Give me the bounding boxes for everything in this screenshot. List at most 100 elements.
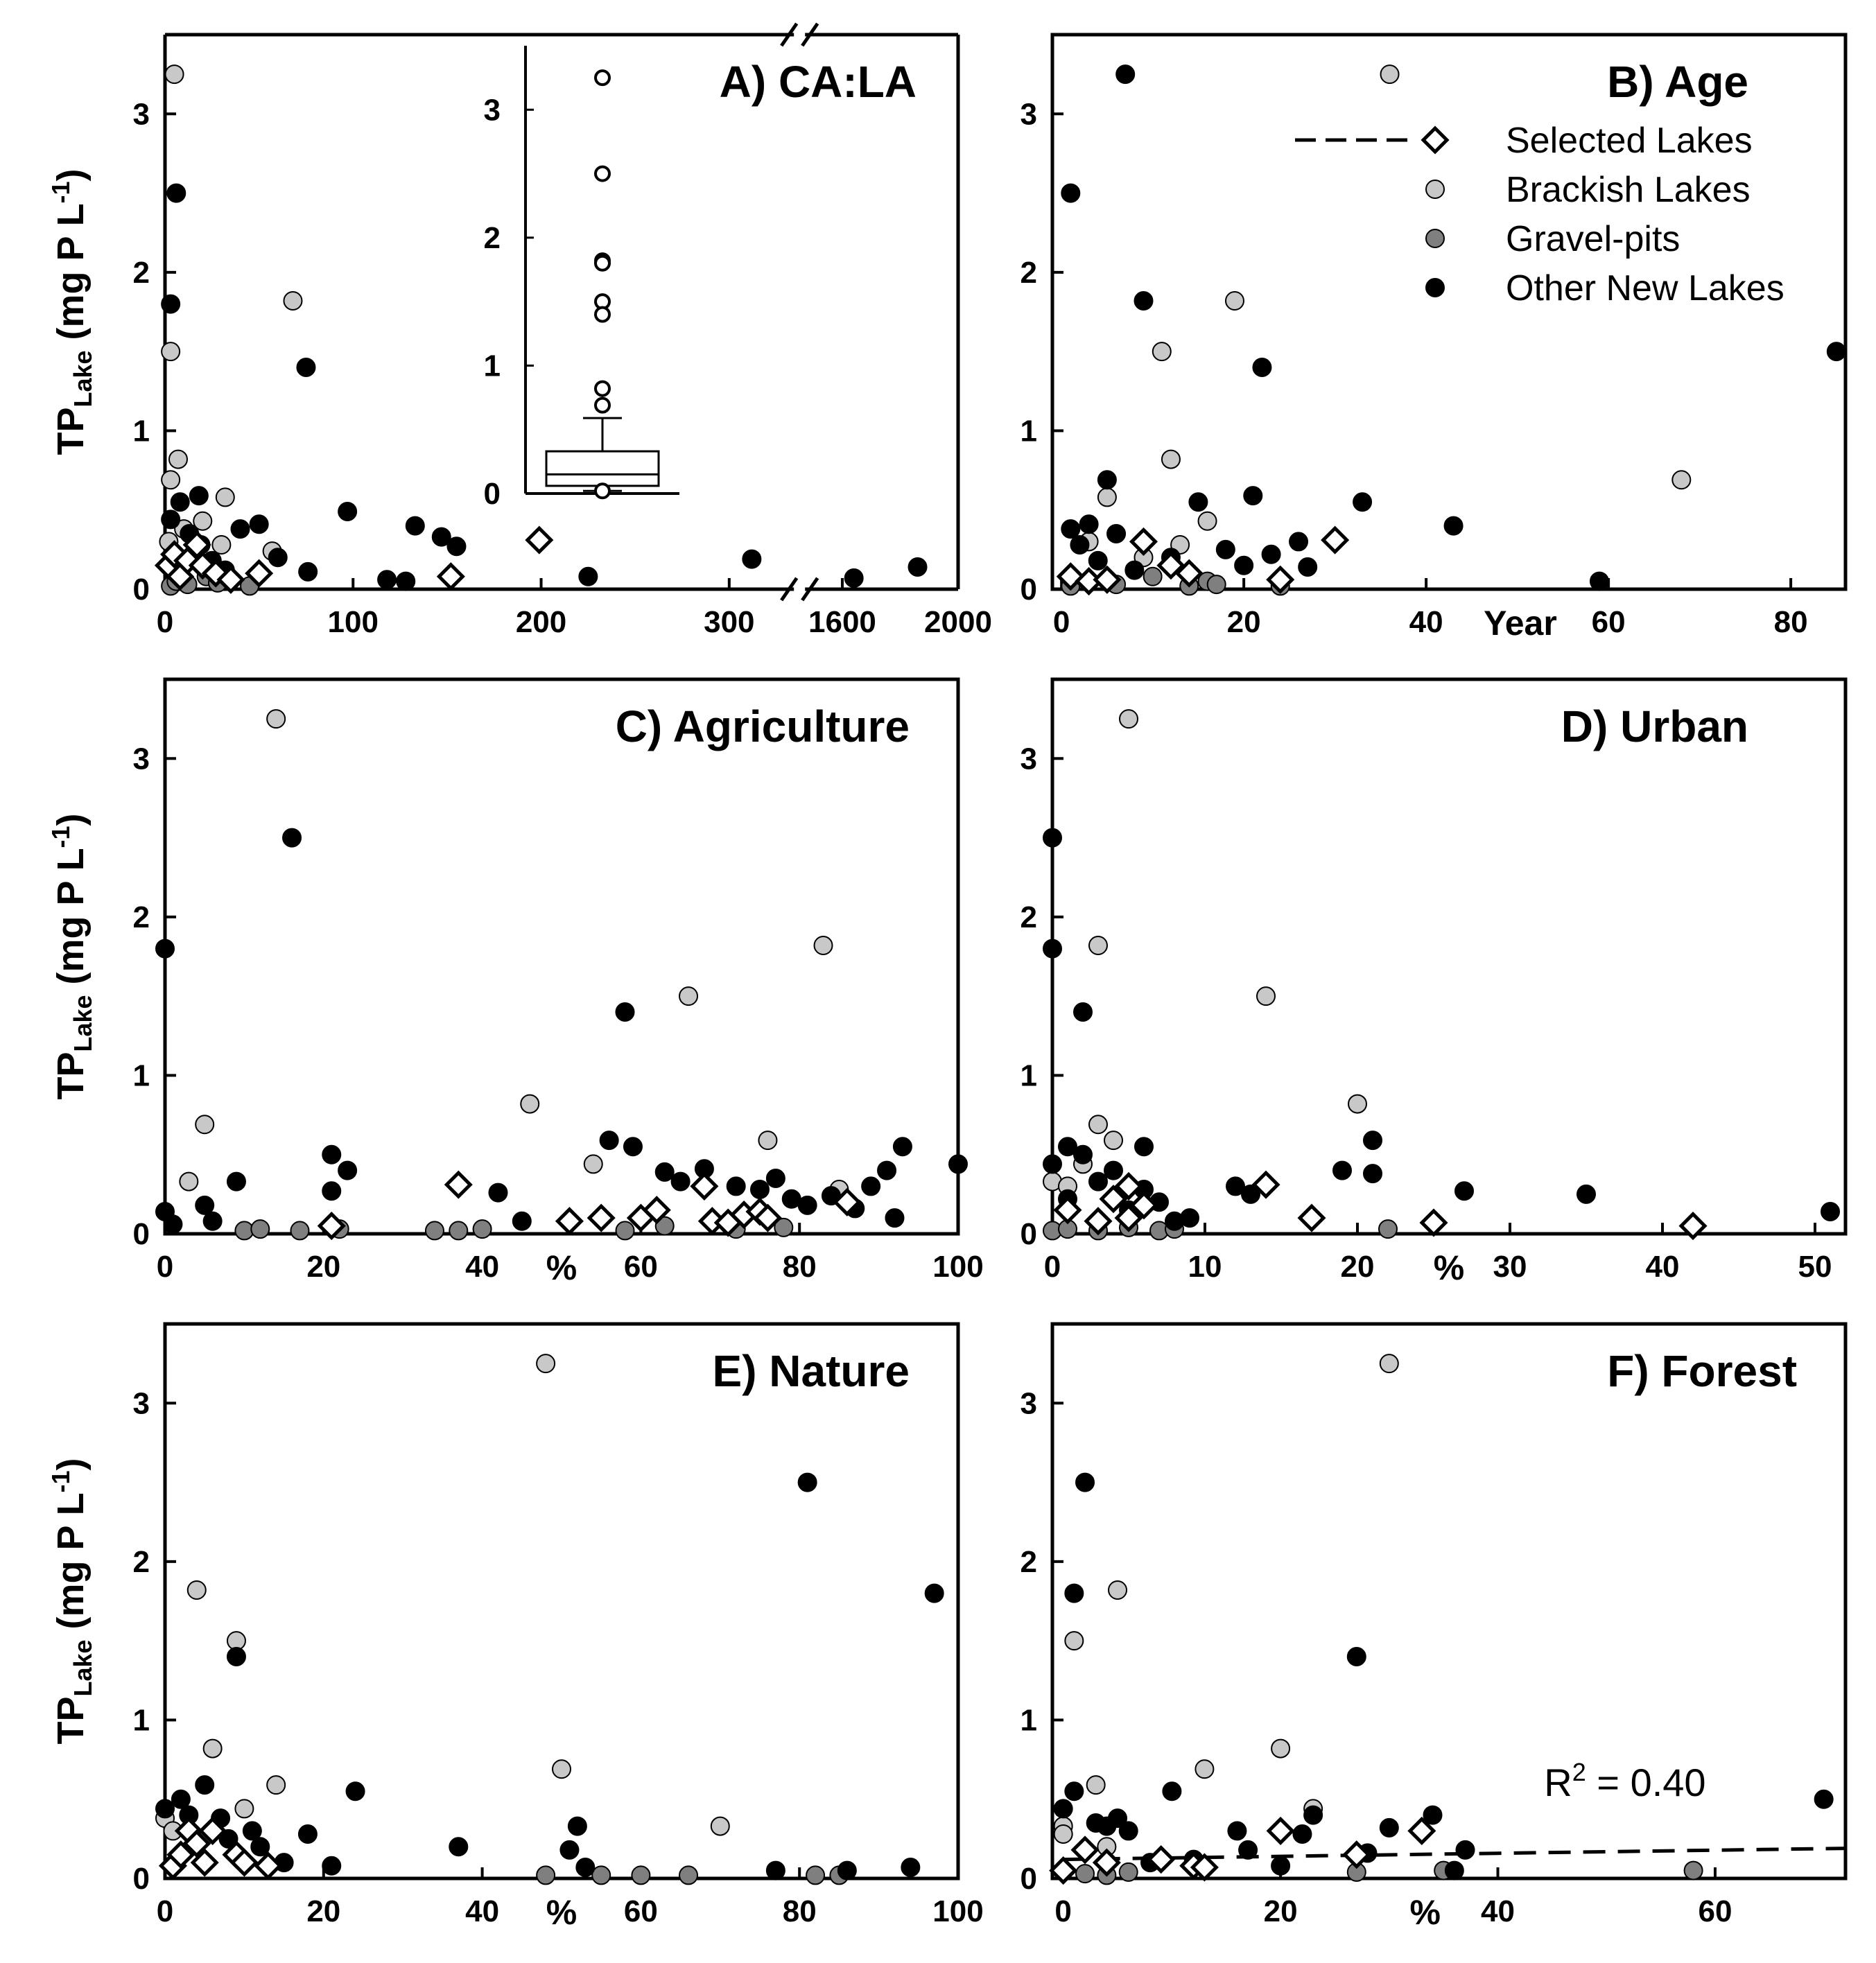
gravel-lake-point xyxy=(774,1217,794,1237)
y-tick-label: 3 xyxy=(133,742,150,776)
selected-lake-point xyxy=(1678,1212,1708,1241)
other-lake-point xyxy=(1064,1583,1084,1603)
other-lake-point xyxy=(297,1824,318,1844)
y-tick-label: 2 xyxy=(133,256,150,290)
other-lake-point xyxy=(171,1789,191,1809)
other-lake-point xyxy=(1180,1208,1199,1228)
legend-label: Other New Lakes xyxy=(1506,268,1784,308)
other-lake-point xyxy=(837,1860,857,1881)
brackish-lake-point xyxy=(552,1759,571,1779)
other-lake-point xyxy=(599,1131,619,1151)
y-axis-label: TPLake (mg P L-1) xyxy=(46,168,97,455)
other-lake-point xyxy=(1043,1154,1062,1174)
selected-lake-point xyxy=(166,1840,196,1869)
other-lake-point xyxy=(1118,1821,1138,1841)
other-lake-point xyxy=(948,1154,968,1174)
brackish-lake-point xyxy=(1104,1131,1123,1151)
x-axis-label: % xyxy=(1409,1893,1440,1932)
x-tick-label: 20 xyxy=(1264,1894,1298,1928)
other-lake-point xyxy=(449,1837,469,1857)
y-tick-label: 2 xyxy=(1020,256,1037,290)
other-lake-point xyxy=(322,1856,342,1876)
trend-line xyxy=(1063,1847,1846,1862)
y-tick-label: 1 xyxy=(133,414,150,448)
y-tick-label: 0 xyxy=(133,1862,150,1896)
x-tick-label: 40 xyxy=(465,1250,499,1284)
brackish-lake-point xyxy=(1197,511,1217,531)
other-lake-point xyxy=(1444,1860,1464,1881)
other-lake-point xyxy=(924,1583,944,1603)
brackish-lake-point xyxy=(202,1738,223,1759)
plot-frame xyxy=(163,677,960,1236)
x-tick-label: 100 xyxy=(932,1894,983,1928)
other-lake-point xyxy=(1075,1472,1095,1492)
other-lake-point xyxy=(623,1137,643,1157)
other-lake-point xyxy=(1104,1160,1123,1180)
other-lake-point xyxy=(1814,1789,1834,1809)
y-tick-label: 0 xyxy=(1020,1862,1037,1896)
other-lake-point xyxy=(268,548,288,568)
selected-lake-point xyxy=(1297,1203,1326,1232)
brackish-lake-point xyxy=(234,1799,254,1819)
other-lake-point xyxy=(1577,1184,1596,1204)
other-lake-point xyxy=(877,1160,897,1180)
inset-y-tick-label: 1 xyxy=(484,349,501,383)
panel-title: D) Urban xyxy=(1561,701,1748,751)
brackish-lake-point xyxy=(1097,487,1117,507)
panel-a: 0 1 2 3 0 100 200 300 1600 2000 TPLake (mg P L-1) A… xyxy=(46,22,992,639)
y-label-exp: -1 xyxy=(46,826,75,848)
selected-lake-point xyxy=(1070,1835,1100,1865)
other-lake-point xyxy=(161,294,181,314)
y-axis-label: TPLake (mg P L-1) xyxy=(46,1458,97,1744)
x-tick-label: 200 xyxy=(516,605,566,639)
selected-lake-point xyxy=(1251,1170,1280,1199)
gravel-lake-point xyxy=(806,1865,826,1885)
brackish-lake-point xyxy=(193,511,213,531)
gravel-lake-point xyxy=(654,1216,675,1236)
inset-y-tick-label: 0 xyxy=(484,477,501,511)
other-lake-point xyxy=(163,1214,183,1234)
selected-lake-point xyxy=(190,1848,219,1877)
brackish-lake-point xyxy=(813,936,833,955)
other-lake-point xyxy=(282,828,302,848)
selected-lake-point xyxy=(198,1816,227,1845)
selected-lake-point xyxy=(1321,525,1350,555)
y-tick-label: 1 xyxy=(133,1703,150,1737)
brackish-lake-point xyxy=(758,1131,778,1151)
y-label-sub: Lake xyxy=(69,995,97,1052)
other-lake-point xyxy=(907,557,928,577)
y-label-unit: (mg P L xyxy=(50,203,92,350)
gravel-lake-point xyxy=(424,1221,444,1241)
legend-gravel-marker xyxy=(1425,229,1445,248)
other-lake-point xyxy=(230,519,250,539)
inset-boxplot: 0 1 2 3 xyxy=(484,46,679,511)
brackish-lake-point xyxy=(168,449,188,469)
x-tick-label: 300 xyxy=(704,605,754,639)
selected-lake-point xyxy=(1093,565,1122,594)
other-lake-point xyxy=(742,549,762,569)
axis-break-mark xyxy=(801,22,819,47)
y-tick-label: 0 xyxy=(1020,573,1037,607)
y-tick-label: 3 xyxy=(1020,97,1037,131)
brackish-lake-point xyxy=(1152,342,1172,362)
other-lake-point xyxy=(1061,183,1081,203)
other-lake-point xyxy=(765,1860,785,1881)
x-tick-label: 80 xyxy=(1774,605,1808,639)
x-tick-label: 80 xyxy=(783,1250,817,1284)
gravel-lake-point xyxy=(631,1865,651,1885)
brackish-lake-point xyxy=(195,1115,215,1135)
gravel-lake-point xyxy=(1075,1864,1095,1884)
x-tick-label: 0 xyxy=(157,605,173,639)
r-squared-annotation: R2 = 0.40 xyxy=(1544,1758,1705,1804)
y-tick-label: 3 xyxy=(133,97,150,131)
brackish-lake-point xyxy=(1271,1738,1291,1759)
selected-lake-point xyxy=(216,565,245,594)
other-lake-point xyxy=(654,1162,675,1182)
data-points xyxy=(154,64,928,596)
other-lake-point xyxy=(1073,1002,1093,1022)
legend-label: Gravel-pits xyxy=(1506,219,1680,259)
other-lake-point xyxy=(1162,1781,1182,1801)
other-lake-point xyxy=(1088,1171,1108,1192)
y-label-unit: (mg P L xyxy=(50,848,92,995)
other-lake-point xyxy=(1379,1817,1399,1838)
